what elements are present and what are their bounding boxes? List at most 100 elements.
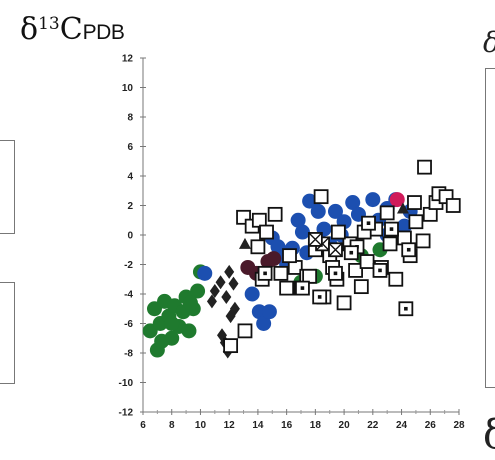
data-point-square-dot bbox=[384, 221, 399, 237]
left-panel-fragment-top bbox=[0, 140, 15, 234]
square-outline bbox=[408, 214, 424, 230]
right-symbol-fragment-top: δ bbox=[483, 26, 495, 59]
data-point-square-dot bbox=[398, 301, 414, 317]
square-outline bbox=[250, 239, 266, 255]
data-point-square-x bbox=[307, 232, 323, 247]
x-tick-label: 14 bbox=[252, 420, 264, 431]
data-point-square-open bbox=[336, 295, 352, 311]
square-center-dot bbox=[263, 271, 267, 276]
data-point-circle bbox=[266, 251, 282, 267]
data-point-square-open bbox=[273, 265, 289, 281]
square-outline bbox=[223, 338, 239, 354]
data-point-diamond bbox=[209, 284, 220, 299]
square-cross bbox=[308, 232, 323, 247]
data-point-square-open bbox=[348, 262, 363, 278]
square-center-dot bbox=[300, 286, 305, 290]
square-outline bbox=[267, 206, 283, 222]
square-outline bbox=[237, 323, 253, 339]
y-tick-label: 8 bbox=[127, 113, 133, 124]
data-point-diamond bbox=[215, 275, 226, 290]
x-tick-label: 18 bbox=[310, 420, 322, 431]
square-outline bbox=[353, 279, 369, 295]
y-tick-label: 12 bbox=[122, 54, 134, 65]
square-center-dot bbox=[349, 250, 354, 255]
data-point-square-dot bbox=[361, 215, 376, 231]
x-tick-label: 10 bbox=[195, 420, 207, 431]
square-outline bbox=[417, 159, 432, 175]
data-point-circle bbox=[396, 218, 412, 234]
x-tick-label: 12 bbox=[224, 420, 236, 431]
square-outline bbox=[359, 254, 375, 269]
data-point-circle bbox=[294, 224, 310, 240]
data-point-square-open bbox=[259, 224, 274, 240]
y-tick-label: 4 bbox=[127, 172, 133, 183]
y-tick-label: 2 bbox=[127, 201, 133, 212]
data-point-circle bbox=[389, 192, 405, 208]
title-symbol: δ bbox=[20, 12, 39, 47]
right-symbol-fragment-bottom: δ bbox=[483, 412, 495, 458]
data-point-circle bbox=[270, 239, 286, 255]
data-point-circle bbox=[197, 265, 213, 281]
square-center-dot bbox=[406, 247, 411, 252]
data-point-circle bbox=[182, 295, 198, 311]
data-point-square-dot bbox=[343, 245, 359, 261]
x-tick-label: 24 bbox=[396, 420, 408, 431]
title-superscript: 13 bbox=[38, 14, 60, 34]
left-panel-fragment-bottom bbox=[0, 282, 15, 384]
data-point-square-x bbox=[328, 242, 343, 258]
data-point-circle bbox=[302, 193, 318, 209]
square-outline bbox=[382, 236, 398, 252]
title-main: C bbox=[59, 12, 83, 47]
data-point-square-open bbox=[445, 198, 461, 213]
data-point-square-open bbox=[353, 279, 369, 295]
square-center-dot bbox=[404, 306, 408, 311]
data-point-square-dot bbox=[295, 280, 310, 296]
square-outline bbox=[330, 224, 346, 240]
data-point-triangle bbox=[238, 237, 251, 249]
data-point-diamond bbox=[229, 301, 240, 316]
x-tick-label: 6 bbox=[140, 420, 146, 431]
square-center-dot bbox=[378, 268, 382, 273]
data-point-square-dot bbox=[401, 242, 417, 258]
data-point-circle bbox=[164, 316, 180, 331]
y-tick-label: 10 bbox=[122, 83, 134, 94]
data-point-square-open bbox=[250, 239, 266, 255]
square-cross bbox=[328, 242, 343, 257]
data-point-square-open bbox=[330, 224, 346, 240]
data-point-circle bbox=[190, 283, 206, 299]
square-center-dot bbox=[317, 295, 322, 299]
data-point-square-open bbox=[267, 206, 283, 222]
data-point-circle bbox=[310, 203, 326, 219]
data-point-diamond bbox=[228, 276, 239, 291]
data-point-square-dot bbox=[328, 265, 343, 281]
square-outline bbox=[279, 280, 295, 296]
square-outline bbox=[348, 262, 363, 278]
square-outline bbox=[388, 271, 404, 287]
y-tick-label: -10 bbox=[119, 378, 134, 389]
data-point-square-open bbox=[388, 271, 404, 287]
data-point-circle bbox=[256, 316, 272, 331]
square-outline bbox=[273, 265, 289, 281]
y-tick-label: -4 bbox=[124, 290, 133, 301]
square-center-dot bbox=[389, 227, 394, 231]
data-point-diamond bbox=[221, 289, 232, 304]
data-point-square-open bbox=[417, 159, 432, 175]
x-tick-label: 26 bbox=[425, 420, 437, 431]
data-point-square-dot bbox=[257, 265, 273, 281]
data-point-circle bbox=[290, 212, 306, 228]
square-outline bbox=[407, 195, 422, 210]
data-point-square-open bbox=[279, 280, 295, 296]
x-tick-label: 8 bbox=[169, 420, 175, 431]
data-point-square-open bbox=[379, 205, 395, 221]
y-tick-label: -2 bbox=[124, 260, 133, 271]
data-point-diamond bbox=[224, 264, 235, 279]
data-point-circle bbox=[154, 333, 170, 349]
square-outline bbox=[379, 205, 395, 221]
data-point-circle bbox=[327, 203, 343, 219]
data-point-square-dot bbox=[372, 262, 388, 278]
y-tick-label: 6 bbox=[127, 142, 133, 153]
data-point-square-open bbox=[313, 189, 329, 205]
square-outline bbox=[415, 233, 431, 249]
data-point-circle bbox=[345, 195, 361, 211]
